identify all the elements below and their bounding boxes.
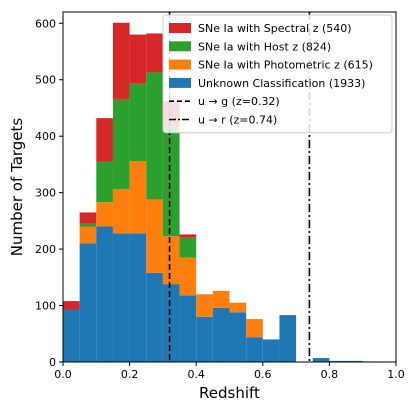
bar-segment-s1-bin9 [212,290,230,308]
legend-swatch [169,41,191,52]
bar-segment-s2-bin7 [179,237,197,258]
bar-segment-s1-bin8 [196,294,213,317]
bar-segment-s0-bin4 [129,233,147,362]
bar-segment-s0-bin6 [162,284,180,362]
bar-segment-s0-bin2 [96,226,113,362]
bar-segment-s0-bin5 [146,272,163,362]
x-tick-label: 0.2 [121,368,139,381]
y-tick-label: 400 [35,130,56,143]
x-tick-label: 0.4 [187,368,205,381]
bar-segment-s3-bin2 [96,118,113,162]
bar-segment-s0-bin7 [179,295,197,362]
plot-frame [62,11,397,363]
bar-segment-s0-bin0 [63,309,80,362]
bar-segment-s1-bin6 [162,236,180,285]
y-tick-label: 200 [35,243,56,256]
bar-segment-s1-bin11 [246,319,263,338]
bar-segment-s0-bin15 [312,358,330,362]
y-tick-label: 300 [35,187,56,200]
bar-segment-s3-bin0 [63,301,80,310]
bar-segment-s1-bin2 [96,202,113,227]
bar-segment-s2-bin3 [112,98,130,190]
x-axis-title: Redshift [199,384,260,402]
legend-label: SNe Ia with Spectral z (540) [198,22,352,35]
bar-segment-s0-bin3 [112,233,130,362]
y-axis-ticks: 0 100 200 300 400 500 600 [35,17,63,369]
bar-segment-s3-bin7 [179,234,197,238]
bar-segment-s1-bin5 [146,199,163,273]
bar-segment-s1-bin3 [112,189,130,234]
legend-swatch [169,59,191,70]
y-tick-label: 0 [49,356,56,369]
bar-segment-s0-bin12 [262,339,280,362]
bar-segment-s0-bin16 [329,360,347,362]
bar-segment-s2-bin1 [79,223,97,227]
x-tick-label: 0.8 [321,368,339,381]
bar-segment-s2-bin6 [162,126,180,237]
bar-segment-s0-bin9 [212,307,230,362]
bar-segment-s2-bin2 [96,161,113,203]
bar-segment-s0-bin10 [229,312,247,362]
bar-segment-s2-bin5 [146,72,163,200]
legend-label: SNe Ia with Photometric z (615) [198,59,373,72]
x-tick-label: 0.0 [54,368,72,381]
legend-label: u → r (z=0.74) [198,114,277,127]
bar-segment-s1-bin7 [179,257,197,296]
legend-swatch [169,77,191,88]
bar-segment-s0-bin17 [346,360,363,362]
bar-segment-s3-bin3 [112,22,130,99]
bar-segment-s3-bin4 [129,34,147,84]
y-axis-title: Number of Targets [8,118,26,257]
bar-segment-s1-bin1 [79,226,97,244]
y-tick-label: 500 [35,74,56,87]
legend-box [162,14,393,134]
bar-segment-s2-bin4 [129,83,147,162]
legend-label: Unknown Classification (1933) [198,77,365,90]
legend-swatch [169,23,191,33]
x-tick-label: 1.0 [387,368,405,381]
legend-label: SNe Ia with Host z (824) [198,40,331,53]
bar-segment-s0-bin8 [196,316,213,362]
y-tick-label: 600 [35,17,56,30]
bar-segment-s0-bin1 [79,243,97,362]
bar-segment-s1-bin4 [129,161,147,234]
legend: SNe Ia with Spectral z (540) SNe Ia with … [162,14,393,134]
y-tick-label: 100 [35,300,56,313]
legend-label: u → g (z=0.32) [198,95,280,108]
bar-segment-s0-bin13 [279,315,297,362]
bar-segment-s3-bin5 [146,33,163,73]
bar-segment-s0-bin11 [246,337,263,362]
x-tick-label: 0.6 [254,368,272,381]
bar-segment-s3-bin1 [79,212,97,224]
x-axis-ticks: 0.0 0.2 0.4 0.6 0.8 1.0 [54,362,405,381]
bar-segment-s1-bin10 [229,302,247,313]
